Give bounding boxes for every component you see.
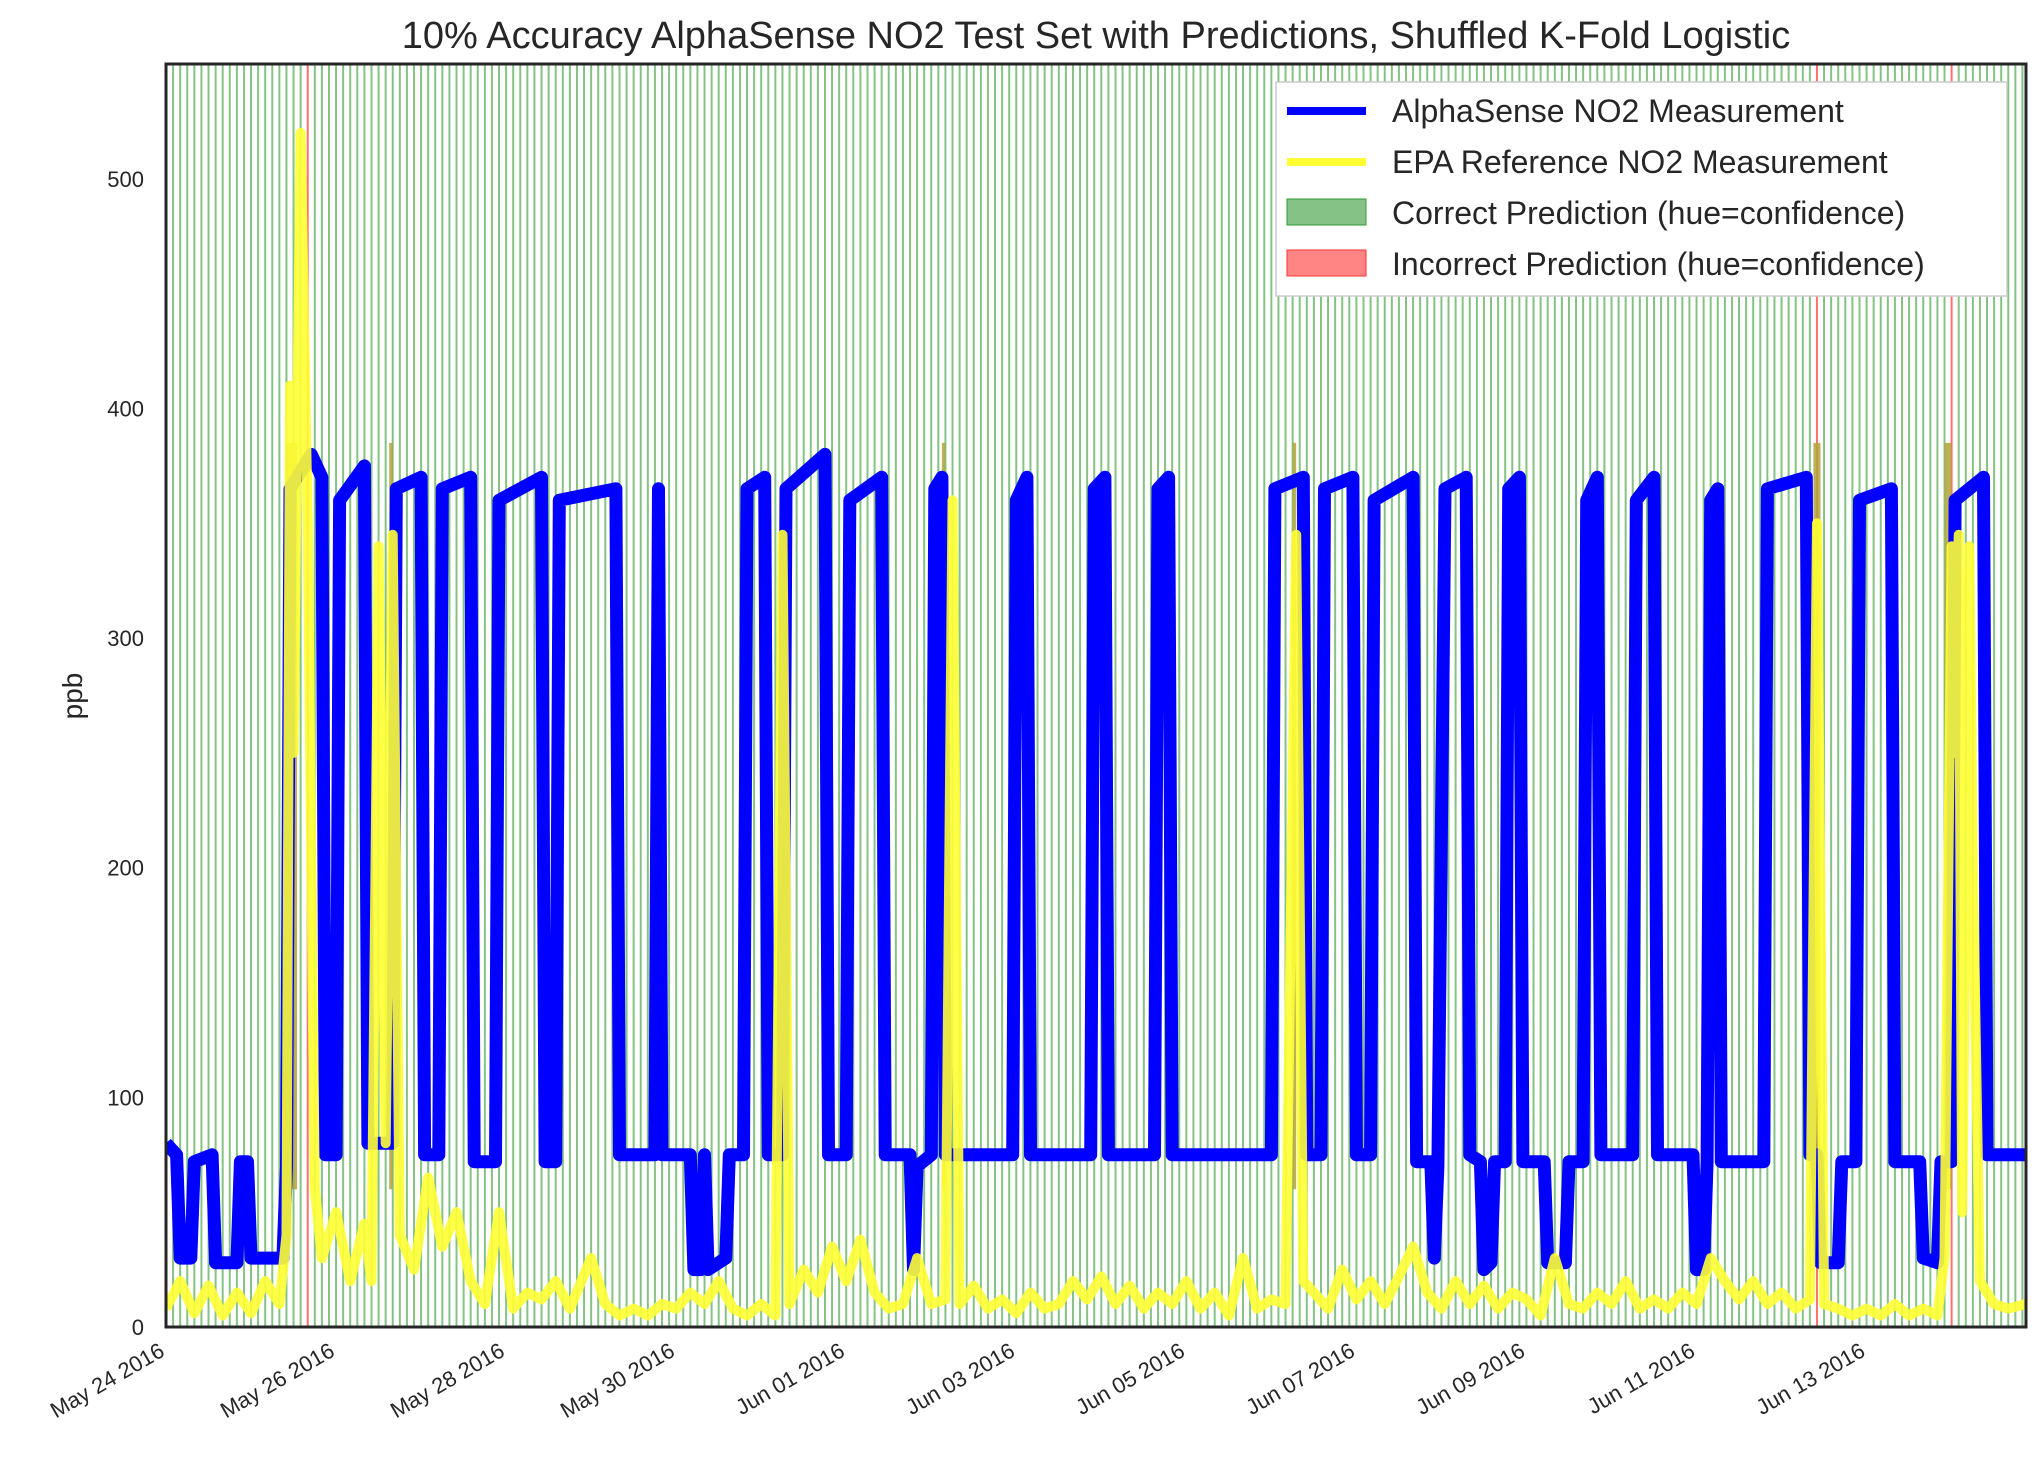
x-axis: May 24 2016 May 26 2016 May 28 2016 May 30 … bbox=[46, 1338, 1869, 1423]
x-tick-label: Jun 11 2016 bbox=[1583, 1338, 1699, 1419]
x-tick-label: Jun 07 2016 bbox=[1242, 1338, 1359, 1420]
y-axis-label: ppb bbox=[57, 673, 88, 720]
y-axis: 0 100 200 300 400 500 bbox=[107, 167, 144, 1340]
x-tick-label: May 24 2016 bbox=[46, 1338, 169, 1423]
y-tick-label: 300 bbox=[107, 626, 144, 651]
y-tick-label: 500 bbox=[107, 167, 144, 192]
x-tick-label: May 30 2016 bbox=[556, 1338, 679, 1423]
chart-title: 10% Accuracy AlphaSense NO2 Test Set wit… bbox=[402, 15, 1790, 57]
y-tick-label: 200 bbox=[107, 856, 144, 881]
x-tick-label: Jun 09 2016 bbox=[1412, 1338, 1529, 1420]
legend-label-correct: Correct Prediction (hue=confidence) bbox=[1392, 195, 1905, 231]
y-tick-label: 400 bbox=[107, 396, 144, 421]
series-line-alphasense bbox=[166, 447, 2026, 1277]
legend: AlphaSense NO2 Measurement EPA Reference… bbox=[1275, 81, 2008, 297]
y-tick-label: 100 bbox=[107, 1085, 144, 1110]
legend-swatch-correct bbox=[1286, 198, 1367, 226]
legend-label-epa: EPA Reference NO2 Measurement bbox=[1392, 144, 1888, 180]
series-layer bbox=[166, 127, 2026, 1321]
legend-box bbox=[1275, 81, 2008, 297]
series-line-epa bbox=[166, 127, 2026, 1321]
x-tick-label: Jun 05 2016 bbox=[1071, 1338, 1188, 1420]
plot-frame bbox=[164, 62, 2028, 1329]
legend-swatch-incorrect bbox=[1286, 249, 1367, 277]
x-tick-label: Jun 01 2016 bbox=[731, 1338, 848, 1420]
legend-label-alphasense: AlphaSense NO2 Measurement bbox=[1392, 93, 1844, 129]
legend-label-incorrect: Incorrect Prediction (hue=confidence) bbox=[1392, 246, 1925, 282]
y-tick-label: 0 bbox=[132, 1315, 144, 1340]
x-tick-label: May 28 2016 bbox=[386, 1338, 509, 1423]
x-tick-label: Jun 13 2016 bbox=[1752, 1338, 1869, 1420]
x-tick-label: May 26 2016 bbox=[216, 1338, 339, 1423]
x-tick-label: Jun 03 2016 bbox=[901, 1338, 1018, 1420]
